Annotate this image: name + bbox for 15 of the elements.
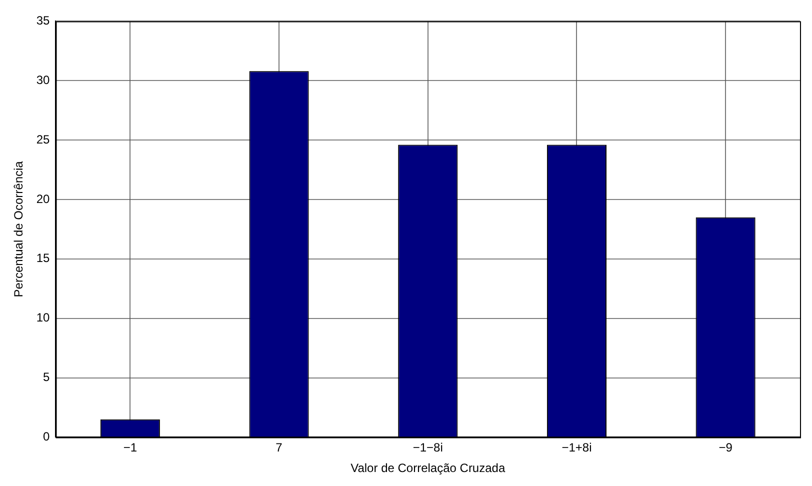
y-tick-label: 20 (36, 192, 50, 206)
y-tick-label: 5 (43, 370, 50, 384)
y-tick-label: 15 (36, 251, 50, 266)
x-tick-label: −1−8i (412, 440, 443, 455)
y-tick-label: 10 (36, 310, 50, 325)
x-tick-label: 7 (276, 440, 283, 455)
x-tick-label: −9 (718, 440, 733, 455)
x-tick-label: −1 (123, 440, 138, 455)
y-tick-label: 35 (36, 14, 50, 28)
y-tick-label: 30 (36, 72, 50, 87)
x-tick-label: −1+8i (562, 440, 592, 455)
y-tick-label: 25 (36, 132, 50, 146)
x-axis-title: Valor de Correlação Cruzada (350, 461, 506, 476)
y-axis-title: Percentual de Ocorrência (12, 160, 26, 298)
y-tick-label: 0 (43, 430, 50, 444)
